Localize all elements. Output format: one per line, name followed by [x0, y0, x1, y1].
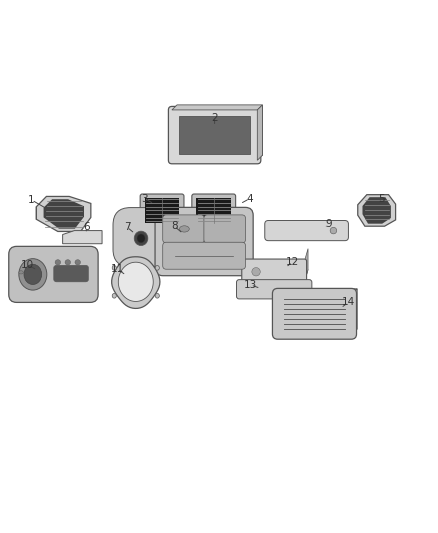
- Ellipse shape: [134, 231, 148, 246]
- FancyBboxPatch shape: [163, 242, 245, 269]
- Polygon shape: [118, 262, 153, 302]
- FancyBboxPatch shape: [196, 198, 231, 223]
- Text: 8: 8: [171, 221, 178, 231]
- Polygon shape: [63, 231, 102, 244]
- Polygon shape: [363, 197, 391, 224]
- FancyBboxPatch shape: [272, 288, 357, 339]
- FancyBboxPatch shape: [204, 215, 245, 243]
- Polygon shape: [36, 197, 91, 231]
- FancyBboxPatch shape: [113, 207, 169, 266]
- Text: 1: 1: [28, 195, 35, 205]
- Polygon shape: [304, 248, 308, 282]
- Ellipse shape: [112, 294, 117, 298]
- FancyBboxPatch shape: [145, 198, 180, 223]
- Ellipse shape: [330, 227, 337, 234]
- Ellipse shape: [19, 271, 23, 274]
- Ellipse shape: [65, 260, 71, 265]
- Polygon shape: [177, 105, 262, 155]
- FancyBboxPatch shape: [163, 215, 204, 243]
- FancyBboxPatch shape: [192, 194, 236, 227]
- Polygon shape: [278, 289, 357, 294]
- Ellipse shape: [155, 294, 159, 298]
- FancyBboxPatch shape: [9, 246, 98, 302]
- Ellipse shape: [137, 234, 145, 243]
- FancyBboxPatch shape: [140, 194, 184, 227]
- Ellipse shape: [55, 260, 60, 265]
- Text: 6: 6: [83, 222, 90, 232]
- Text: 5: 5: [378, 193, 385, 204]
- Polygon shape: [244, 270, 308, 282]
- Ellipse shape: [19, 259, 47, 290]
- FancyBboxPatch shape: [54, 265, 88, 282]
- Polygon shape: [351, 289, 357, 334]
- Text: 7: 7: [124, 222, 131, 232]
- FancyBboxPatch shape: [242, 259, 307, 285]
- Ellipse shape: [180, 226, 189, 232]
- Ellipse shape: [112, 265, 117, 270]
- Text: 12: 12: [286, 257, 299, 267]
- Text: 3: 3: [141, 193, 148, 204]
- Text: 10: 10: [21, 260, 34, 270]
- Polygon shape: [172, 105, 262, 110]
- Polygon shape: [43, 199, 84, 229]
- Ellipse shape: [155, 265, 159, 270]
- Text: 11: 11: [111, 264, 124, 274]
- Polygon shape: [358, 195, 396, 226]
- Text: 14: 14: [342, 297, 355, 308]
- Text: 2: 2: [211, 112, 218, 123]
- Text: 13: 13: [244, 280, 257, 290]
- FancyBboxPatch shape: [168, 107, 261, 164]
- Ellipse shape: [252, 268, 260, 276]
- FancyBboxPatch shape: [155, 207, 253, 276]
- Polygon shape: [257, 105, 262, 160]
- Ellipse shape: [24, 264, 42, 285]
- FancyBboxPatch shape: [179, 116, 251, 154]
- Text: 9: 9: [325, 220, 332, 229]
- Text: 4: 4: [246, 193, 253, 204]
- FancyBboxPatch shape: [237, 280, 312, 299]
- Polygon shape: [112, 257, 160, 309]
- FancyBboxPatch shape: [265, 221, 348, 241]
- Ellipse shape: [75, 260, 81, 265]
